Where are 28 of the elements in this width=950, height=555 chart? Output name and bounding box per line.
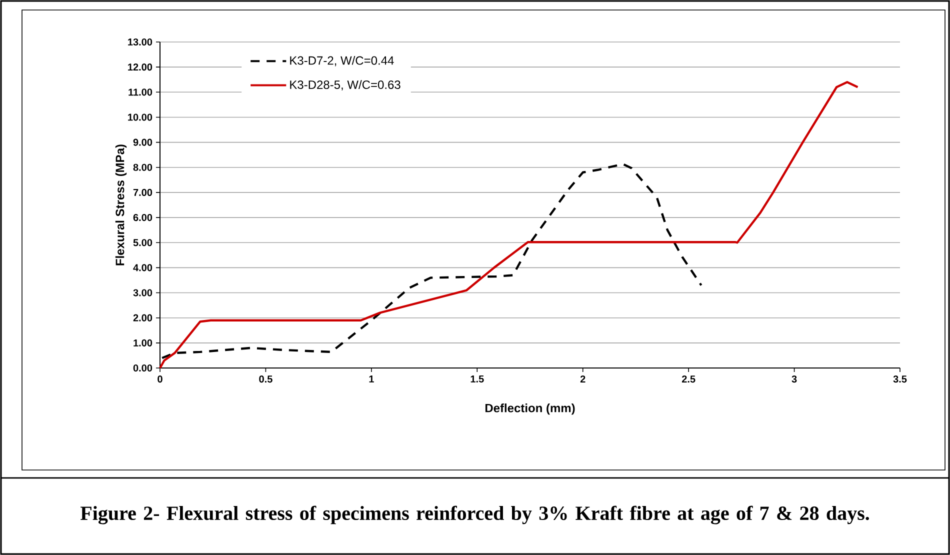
caption: Figure 2- Flexural stress of specimens reinforced by 3% Kraft fibre at age of 7 & 28 days. [80, 506, 869, 524]
x-tick-label: 1.5 [470, 376, 484, 383]
y-tick-label: 7.00 [133, 188, 152, 196]
y-tick-label: 12.00 [128, 64, 152, 71]
y-tick-label: 9.00 [133, 138, 152, 146]
y-tick-label: 2.00 [133, 314, 152, 322]
y-tick-label: 4.00 [133, 264, 152, 272]
x-tick-label: 3.5 [893, 376, 907, 383]
y-tick-label: 3.00 [133, 289, 152, 296]
y-tick-label: 11.00 [128, 88, 152, 96]
legend-label: K3-D28-5, W/C=0.63 [290, 80, 400, 90]
x-tick-label: 3 [792, 376, 797, 383]
y-tick-label: 6.00 [133, 214, 152, 222]
x-axis-title: Deflection (mm) [485, 404, 575, 415]
y-axis-title: Flexural Stress (MPa) [115, 144, 127, 266]
y-tick-label: 8.00 [133, 164, 152, 171]
y-tick-label: 1.00 [134, 339, 152, 346]
y-tick-label: 0.00 [133, 364, 152, 372]
x-tick-label: 1 [369, 376, 374, 382]
x-tick-label: 0.5 [259, 376, 272, 383]
x-tick-label: 2 [580, 376, 586, 383]
y-tick-label: 10.00 [128, 114, 152, 121]
y-tick-label: 13.00 [128, 38, 152, 46]
legend-label: K3-D7-2, W/C=0.44 [290, 56, 394, 66]
y-tick-label: 5.00 [133, 239, 152, 246]
line-series [158, 81, 859, 370]
x-tick-label: 2.5 [682, 376, 696, 383]
x-tick-label: 0 [158, 376, 162, 383]
